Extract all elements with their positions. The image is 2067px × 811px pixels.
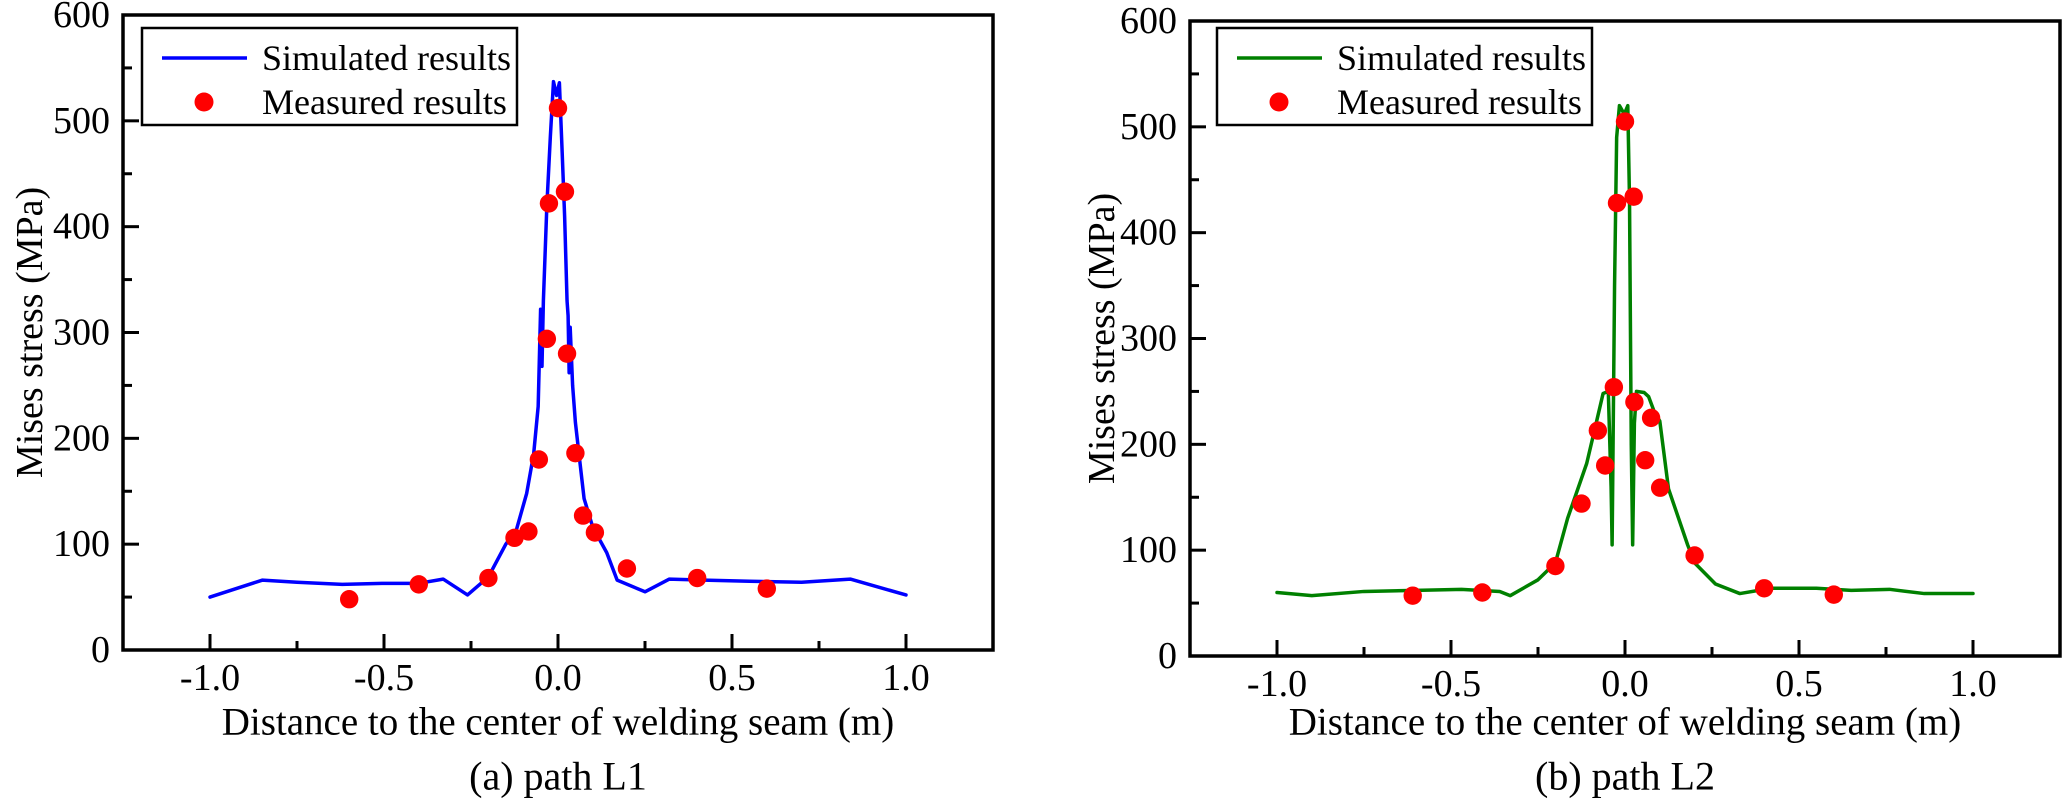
y-tick-label: 100 (1120, 529, 1177, 571)
x-tick-label: -1.0 (180, 657, 240, 699)
x-tick-label: 0.5 (708, 657, 756, 699)
measured-points (340, 98, 776, 609)
x-tick-label: 0.5 (1775, 663, 1823, 705)
measured-point (757, 579, 776, 598)
x-tick-label: -0.5 (354, 657, 414, 699)
measured-point (555, 182, 575, 201)
measured-point (539, 194, 559, 213)
y-tick-label: 200 (1120, 423, 1177, 465)
measured-point (409, 575, 428, 594)
measured-point (1615, 112, 1635, 131)
measured-point (557, 344, 577, 363)
y-tick-label: 600 (53, 0, 110, 36)
panel-caption: (a) path L1 (469, 754, 647, 799)
y-tick-label: 400 (1120, 212, 1177, 254)
legend-label-simulated: Simulated results (1337, 38, 1586, 78)
legend-label-simulated: Simulated results (262, 38, 511, 78)
panel-caption: (b) path L2 (1535, 754, 1715, 799)
y-tick-label: 500 (53, 100, 110, 142)
measured-points (1403, 112, 1844, 605)
simulated-line (1275, 103, 1975, 598)
y-tick-label: 300 (53, 312, 110, 354)
measured-point (548, 98, 568, 118)
x-tick-label: -0.5 (1421, 663, 1481, 705)
measured-point (529, 450, 549, 469)
measured-point (1473, 583, 1492, 602)
y-axis-label: Mises stress (MPa) (9, 187, 51, 478)
legend-label-measured: Measured results (262, 82, 507, 122)
measured-point (1546, 556, 1565, 576)
measured-point (1403, 586, 1422, 605)
measured-point (519, 522, 538, 541)
measured-point (1755, 579, 1774, 598)
y-tick-label: 200 (53, 417, 110, 459)
measured-point (573, 506, 593, 525)
x-axis-label: Distance to the center of welding seam (… (222, 701, 895, 744)
measured-point (1650, 478, 1670, 497)
measured-point (1635, 451, 1655, 470)
y-tick-label: 0 (1158, 635, 1177, 677)
chart-panel-b: -1.0 -0.5 0.0 0.5 1.0 0 100 200 300 400 500 600 Simu… (1081, 0, 2062, 799)
measured-point (537, 329, 557, 349)
y-axis-label: Mises stress (MPa) (1081, 193, 1123, 484)
x-axis-label: Distance to the center of welding seam (… (1289, 701, 1962, 744)
legend-dot-sample (1269, 92, 1289, 112)
x-tick-label: 1.0 (1949, 663, 1997, 705)
measured-point (566, 443, 585, 463)
measured-point (1685, 546, 1704, 565)
x-tick-label: 0.0 (534, 657, 582, 699)
y-tick-label: 300 (1120, 318, 1177, 360)
measured-point (617, 559, 637, 578)
chart-panel-a: -1.0 -0.5 0.0 0.5 1.0 0 100 200 300 400 500 600 Simu… (9, 0, 995, 799)
measured-point (1624, 187, 1643, 206)
measured-point (1572, 494, 1591, 513)
measured-point (1641, 408, 1661, 428)
y-tick-label: 0 (91, 629, 110, 671)
x-tick-label: 0.0 (1601, 663, 1649, 705)
measured-point (1625, 392, 1644, 412)
measured-point (1607, 193, 1627, 213)
measured-point (505, 528, 524, 548)
measured-point (1588, 421, 1608, 440)
measured-point (1595, 456, 1615, 475)
measured-point (340, 590, 359, 609)
measured-point (1824, 585, 1844, 604)
measured-point (479, 568, 498, 588)
x-tick-label: -1.0 (1247, 663, 1307, 705)
x-tick-label: 1.0 (882, 657, 930, 699)
y-tick-label: 600 (1120, 0, 1177, 42)
measured-point (688, 568, 707, 588)
measured-point (585, 523, 605, 542)
y-tick-label: 100 (53, 523, 110, 565)
legend-dot-sample (194, 92, 214, 112)
simulated-line (208, 79, 908, 599)
measured-point (1604, 377, 1624, 397)
y-tick-label: 500 (1120, 106, 1177, 148)
legend-label-measured: Measured results (1337, 82, 1582, 122)
y-tick-label: 400 (53, 206, 110, 248)
